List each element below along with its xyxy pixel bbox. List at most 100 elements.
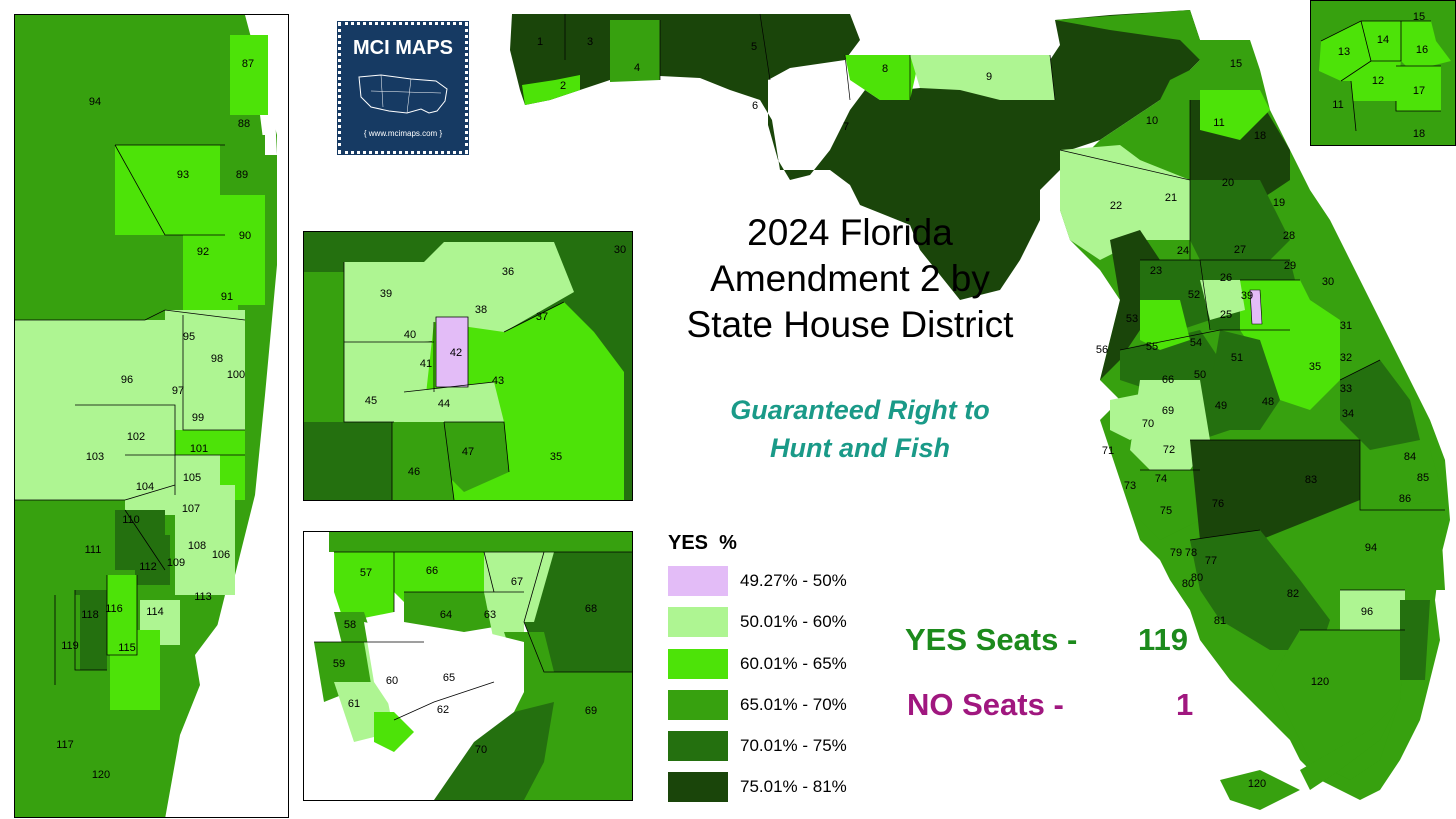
svg-text:39: 39 <box>1241 290 1253 302</box>
svg-text:30: 30 <box>614 244 626 256</box>
svg-text:20: 20 <box>1222 177 1234 189</box>
title-line-1: 2024 Florida <box>747 212 953 253</box>
legend-item: 75.01% - 81% <box>668 771 847 803</box>
svg-text:78: 78 <box>1185 547 1197 559</box>
title-line-3: State House District <box>686 303 1014 345</box>
svg-text:4: 4 <box>634 62 640 74</box>
svg-text:68: 68 <box>585 603 597 615</box>
svg-text:84: 84 <box>1404 451 1416 463</box>
svg-text:64: 64 <box>440 609 452 621</box>
svg-text:104: 104 <box>136 481 154 493</box>
svg-text:14: 14 <box>1377 34 1389 46</box>
subtitle-line-1: Guaranteed Right to <box>730 395 990 425</box>
legend-item: 60.01% - 65% <box>668 648 847 680</box>
svg-text:8: 8 <box>882 63 888 75</box>
svg-text:119: 119 <box>61 640 79 652</box>
svg-text:9: 9 <box>986 71 992 83</box>
svg-text:43: 43 <box>492 375 504 387</box>
svg-text:57: 57 <box>360 567 372 579</box>
subtitle-line-2: Hunt and Fish <box>770 432 950 463</box>
svg-text:36: 36 <box>502 266 514 278</box>
svg-text:44: 44 <box>438 398 450 410</box>
svg-text:5: 5 <box>751 41 757 53</box>
tampa-inset: 57 66 67 68 58 64 63 59 65 60 61 62 69 7… <box>303 531 633 801</box>
svg-text:26: 26 <box>1220 272 1232 284</box>
svg-text:65: 65 <box>443 672 455 684</box>
svg-text:80: 80 <box>1191 572 1203 584</box>
svg-text:88: 88 <box>238 118 250 130</box>
svg-text:42: 42 <box>450 347 462 359</box>
svg-text:72: 72 <box>1163 444 1175 456</box>
svg-text:7: 7 <box>843 121 849 133</box>
legend-label: 65.01% - 70% <box>740 695 847 714</box>
svg-text:6: 6 <box>752 100 758 112</box>
svg-text:48: 48 <box>1262 396 1274 408</box>
legend-label: 75.01% - 81% <box>740 777 847 796</box>
svg-text:15: 15 <box>1230 58 1242 70</box>
svg-text:61: 61 <box>348 698 360 710</box>
svg-text:59: 59 <box>333 658 345 670</box>
svg-text:35: 35 <box>550 451 562 463</box>
svg-text:113: 113 <box>194 591 212 603</box>
svg-text:39: 39 <box>380 288 392 300</box>
no-seats-label: NO Seats - <box>907 687 1064 722</box>
svg-text:91: 91 <box>221 291 233 303</box>
svg-text:51: 51 <box>1231 352 1243 364</box>
legend-item: 50.01% - 60% <box>668 606 847 638</box>
svg-text:66: 66 <box>1162 374 1174 386</box>
svg-text:52: 52 <box>1188 289 1200 301</box>
svg-text:18: 18 <box>1413 128 1425 140</box>
svg-text:92: 92 <box>197 246 209 258</box>
svg-text:56: 56 <box>1096 344 1108 356</box>
svg-text:105: 105 <box>183 472 201 484</box>
legend-swatch <box>668 772 728 802</box>
svg-text:81: 81 <box>1214 615 1226 627</box>
svg-text:69: 69 <box>585 705 597 717</box>
svg-text:90: 90 <box>239 230 251 242</box>
svg-text:118: 118 <box>81 609 99 621</box>
southeast-florida-inset: 87 94 88 93 89 90 92 91 95 96 98 97 100 … <box>14 14 289 818</box>
svg-text:1: 1 <box>537 36 543 48</box>
svg-text:28: 28 <box>1283 230 1295 242</box>
svg-text:24: 24 <box>1177 245 1189 257</box>
svg-text:31: 31 <box>1340 320 1352 332</box>
svg-text:15: 15 <box>1413 11 1425 23</box>
yes-seats-label: YES Seats - <box>905 622 1078 657</box>
svg-text:11: 11 <box>1332 99 1343 111</box>
legend-swatch <box>668 607 728 637</box>
svg-text:21: 21 <box>1165 192 1177 204</box>
legend-swatch <box>668 566 728 596</box>
legend-item: 65.01% - 70% <box>668 689 847 721</box>
map-title: 2024 Florida Amendment 2 by State House … <box>620 210 1080 348</box>
svg-text:35: 35 <box>1309 361 1321 373</box>
svg-text:79: 79 <box>1170 547 1182 559</box>
svg-text:96: 96 <box>1361 606 1373 618</box>
svg-text:19: 19 <box>1273 197 1285 209</box>
svg-text:94: 94 <box>89 96 101 108</box>
legend-swatch <box>668 690 728 720</box>
svg-text:53: 53 <box>1126 313 1138 325</box>
legend-swatch <box>668 649 728 679</box>
svg-text:116: 116 <box>105 603 123 615</box>
svg-text:107: 107 <box>182 503 200 515</box>
svg-text:120: 120 <box>1248 778 1266 790</box>
svg-text:77: 77 <box>1205 555 1217 567</box>
tampa-map: 57 66 67 68 58 64 63 59 65 60 61 62 69 7… <box>304 532 632 800</box>
mci-maps-logo: MCI MAPS { www.mcimaps.com } <box>337 21 469 155</box>
logo-title: MCI MAPS <box>353 37 453 59</box>
svg-text:32: 32 <box>1340 352 1352 364</box>
svg-text:55: 55 <box>1146 341 1158 353</box>
jacksonville-map: 15 14 13 16 12 17 11 18 <box>1311 1 1455 145</box>
svg-text:89: 89 <box>236 169 248 181</box>
svg-text:98: 98 <box>211 353 223 365</box>
svg-text:46: 46 <box>408 466 420 478</box>
legend-swatch <box>668 731 728 761</box>
svg-text:103: 103 <box>86 451 104 463</box>
svg-text:83: 83 <box>1305 474 1317 486</box>
svg-text:38: 38 <box>475 304 487 316</box>
svg-text:50: 50 <box>1194 369 1206 381</box>
svg-text:41: 41 <box>420 358 432 370</box>
svg-text:114: 114 <box>146 606 164 618</box>
southeast-florida-map: 87 94 88 93 89 90 92 91 95 96 98 97 100 … <box>15 15 288 817</box>
svg-text:47: 47 <box>462 446 474 458</box>
